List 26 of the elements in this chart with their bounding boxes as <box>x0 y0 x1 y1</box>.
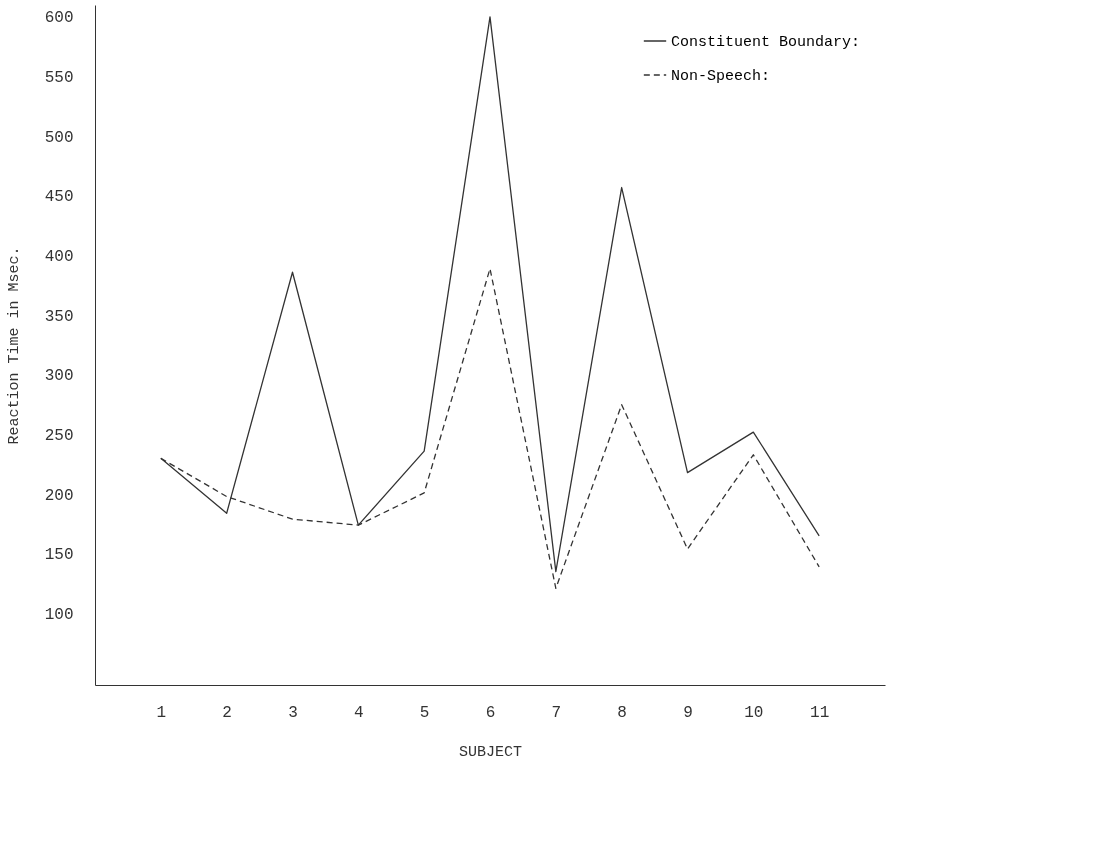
y-tick-label: 350 <box>44 307 74 326</box>
legend-label: Constituent Boundary: <box>671 34 861 51</box>
y-tick-label: 450 <box>44 188 74 207</box>
x-tick-label: 9 <box>683 703 693 722</box>
y-tick-label: 300 <box>44 367 74 386</box>
x-tick-label: 8 <box>617 703 627 722</box>
x-tick-label: 7 <box>551 703 562 722</box>
x-tick-label: 4 <box>354 703 364 722</box>
y-tick-label: 550 <box>44 69 74 88</box>
x-tick-label: 6 <box>485 703 496 722</box>
y-tick-label: 500 <box>44 128 74 147</box>
y-tick-label: 150 <box>44 546 74 565</box>
y-tick-label: 600 <box>44 9 74 28</box>
x-tick-label: 11 <box>810 703 830 722</box>
y-tick-label: 250 <box>44 426 74 445</box>
x-tick-label: 3 <box>288 703 298 722</box>
y-tick-label: 200 <box>44 486 74 505</box>
x-axis-title: SUBJECT <box>458 743 523 761</box>
x-tick-label: 1 <box>156 703 167 722</box>
x-tick-label: 10 <box>744 703 764 722</box>
x-tick-label: 2 <box>222 703 232 722</box>
y-tick-label: 400 <box>44 248 74 267</box>
y-tick-label: 100 <box>44 605 74 624</box>
legend-label: Non-Speech: <box>671 68 771 85</box>
x-tick-label: 5 <box>419 703 430 722</box>
y-axis-title: Reaction Time in Msec. <box>5 246 23 445</box>
